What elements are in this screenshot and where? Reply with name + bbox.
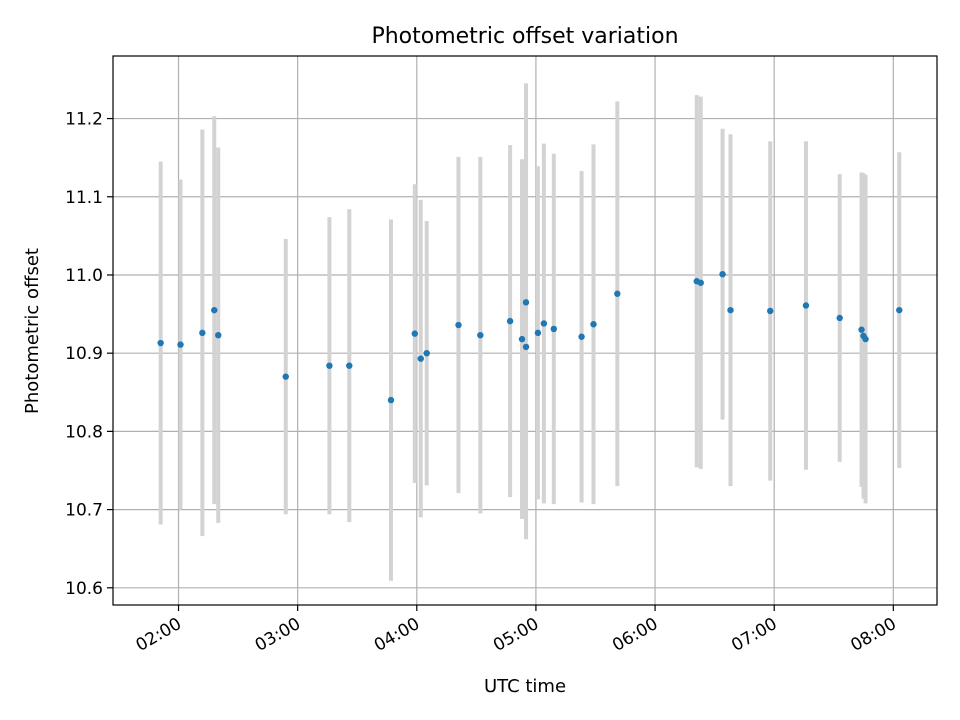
data-point (522, 343, 530, 351)
data-point (550, 325, 557, 333)
data-point (211, 306, 218, 314)
y-axis: 10.6 10.7 10.8 10.9 11.0 11.1 11.2 (65, 110, 113, 599)
data-point (282, 373, 289, 380)
data-point (417, 355, 424, 362)
data-point (506, 317, 514, 325)
x-axis-label: UTC time (484, 676, 566, 697)
y-tick-label: 11.1 (65, 188, 103, 208)
data-point (423, 349, 430, 357)
chart-title: Photometric offset variation (371, 24, 678, 49)
data-point (858, 326, 865, 333)
y-axis-label: Photometric offset (22, 248, 43, 414)
data-point (697, 279, 704, 286)
data-point (157, 339, 164, 347)
data-point (614, 290, 621, 297)
data-point (802, 302, 810, 309)
data-point (578, 333, 585, 340)
data-point (522, 299, 530, 306)
data-point (767, 307, 774, 315)
y-tick-label: 10.7 (65, 501, 103, 521)
data-point (518, 335, 526, 343)
data-point (860, 332, 867, 340)
data-point (590, 321, 597, 328)
data-point (477, 331, 484, 339)
data-point (836, 314, 843, 322)
data-point (719, 270, 726, 278)
y-tick-label: 10.6 (65, 579, 103, 599)
data-point (215, 331, 222, 339)
data-point (455, 321, 462, 329)
data-point (346, 362, 353, 369)
data-point (896, 306, 903, 314)
y-tick-label: 11.0 (65, 266, 103, 286)
data-point (387, 396, 395, 404)
data-point (534, 329, 542, 337)
data-point (199, 329, 206, 337)
data-point (727, 306, 734, 314)
data-points (157, 270, 903, 404)
plot-frame (112, 55, 938, 606)
data-point (177, 341, 184, 348)
data-point (411, 330, 419, 337)
y-tick-label: 11.2 (65, 110, 103, 130)
y-tick-label: 10.8 (65, 422, 103, 442)
y-tick-label: 10.9 (65, 344, 103, 364)
data-point (326, 362, 333, 369)
data-point (540, 320, 548, 327)
